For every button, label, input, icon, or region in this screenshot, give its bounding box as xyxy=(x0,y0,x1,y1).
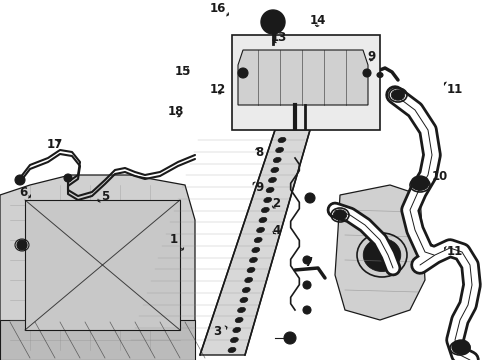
Ellipse shape xyxy=(232,327,240,333)
Ellipse shape xyxy=(246,267,254,273)
Text: 12: 12 xyxy=(209,83,225,96)
Bar xyxy=(25,200,180,330)
Ellipse shape xyxy=(268,177,276,183)
Text: 11: 11 xyxy=(444,246,462,258)
Ellipse shape xyxy=(275,147,283,153)
Ellipse shape xyxy=(390,90,404,100)
Ellipse shape xyxy=(263,197,271,203)
Circle shape xyxy=(64,174,72,182)
Text: 10: 10 xyxy=(431,170,447,183)
Ellipse shape xyxy=(376,72,382,77)
Text: 4: 4 xyxy=(272,224,280,237)
Text: 18: 18 xyxy=(167,105,184,118)
Ellipse shape xyxy=(259,217,266,222)
Ellipse shape xyxy=(235,318,243,323)
Text: 13: 13 xyxy=(270,31,286,44)
Polygon shape xyxy=(0,175,195,355)
Text: 17: 17 xyxy=(46,138,63,151)
Ellipse shape xyxy=(270,167,278,173)
Circle shape xyxy=(17,240,27,250)
Polygon shape xyxy=(238,50,367,105)
Bar xyxy=(231,35,379,130)
Circle shape xyxy=(264,14,281,30)
Ellipse shape xyxy=(242,287,250,293)
Text: 6: 6 xyxy=(20,186,30,199)
Circle shape xyxy=(305,193,314,203)
Circle shape xyxy=(15,175,25,185)
Ellipse shape xyxy=(249,257,257,263)
Polygon shape xyxy=(200,130,309,355)
Circle shape xyxy=(303,281,310,289)
Ellipse shape xyxy=(256,228,264,233)
Ellipse shape xyxy=(237,307,245,312)
Text: 14: 14 xyxy=(309,14,325,27)
Ellipse shape xyxy=(230,337,238,343)
Circle shape xyxy=(284,332,295,344)
Ellipse shape xyxy=(363,238,400,271)
Ellipse shape xyxy=(451,340,469,354)
Polygon shape xyxy=(0,320,195,360)
Text: 3: 3 xyxy=(213,325,226,338)
Circle shape xyxy=(362,69,370,77)
Ellipse shape xyxy=(244,277,252,283)
Circle shape xyxy=(238,68,247,78)
Text: 15: 15 xyxy=(175,65,191,78)
Ellipse shape xyxy=(412,180,427,190)
Text: 11: 11 xyxy=(444,82,462,96)
Ellipse shape xyxy=(240,297,247,303)
Polygon shape xyxy=(334,185,424,320)
Text: 9: 9 xyxy=(367,50,375,63)
Ellipse shape xyxy=(265,187,273,193)
Ellipse shape xyxy=(261,207,269,213)
Ellipse shape xyxy=(332,210,346,220)
Ellipse shape xyxy=(251,247,259,253)
Ellipse shape xyxy=(273,157,281,163)
Text: 2: 2 xyxy=(272,197,280,210)
Circle shape xyxy=(303,256,310,264)
Circle shape xyxy=(303,306,310,314)
Ellipse shape xyxy=(278,138,285,143)
Text: 8: 8 xyxy=(255,147,263,159)
Circle shape xyxy=(261,10,285,34)
Text: 7: 7 xyxy=(304,256,311,269)
Text: 9: 9 xyxy=(252,181,263,194)
Ellipse shape xyxy=(451,343,467,353)
Text: 16: 16 xyxy=(209,3,228,16)
Ellipse shape xyxy=(254,237,262,243)
Ellipse shape xyxy=(410,176,428,190)
Ellipse shape xyxy=(227,347,235,353)
Text: 1: 1 xyxy=(169,233,183,250)
Text: 5: 5 xyxy=(98,190,109,203)
